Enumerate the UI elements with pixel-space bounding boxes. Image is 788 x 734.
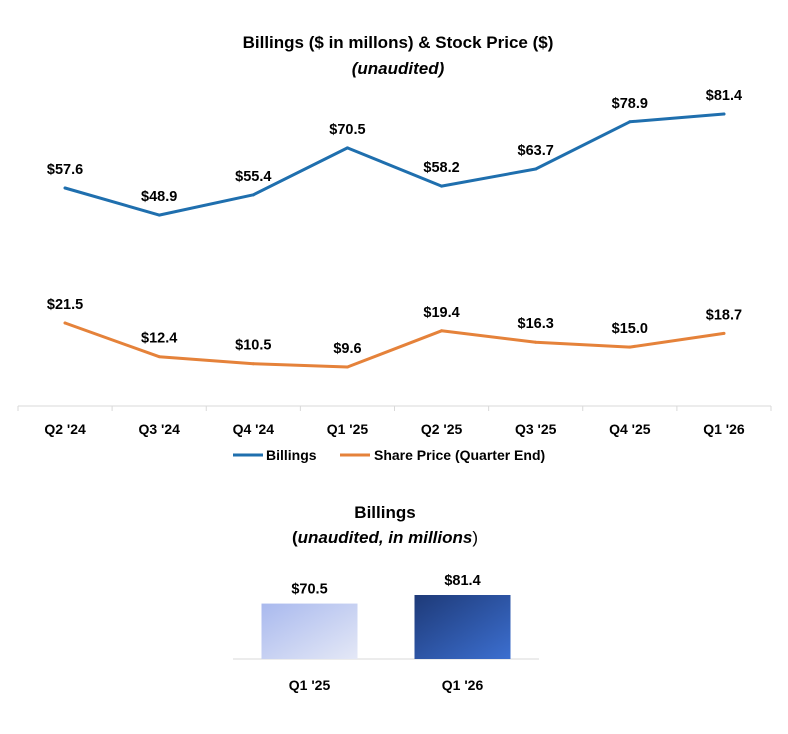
- data-point-share-price-quarter-end: [251, 362, 255, 366]
- data-point-share-price-quarter-end: [63, 321, 67, 325]
- bar-plot-area: $70.5 Q1 '25 $81.4 Q1 '26: [233, 573, 539, 693]
- bar-value-label-q1-26: $81.4: [444, 573, 480, 589]
- x-tick-label-q1-26: Q1 '26: [703, 421, 745, 437]
- data-point-billings: [722, 112, 726, 116]
- data-point-billings: [628, 120, 632, 124]
- data-label-share-price-quarter-end: $18.7: [706, 307, 742, 323]
- bar-chart-subtitle-body: unaudited, in millions: [298, 528, 473, 547]
- legend-share-price-label: Share Price (Quarter End): [374, 447, 545, 463]
- data-label-share-price-quarter-end: $21.5: [47, 297, 83, 313]
- data-label-billings: $70.5: [329, 122, 365, 138]
- series-line-billings: [63, 112, 726, 217]
- x-tick-label-q2-24: Q2 '24: [44, 421, 86, 437]
- data-point-share-price-quarter-end: [345, 365, 349, 369]
- data-point-billings: [63, 186, 67, 190]
- data-label-share-price-quarter-end: $15.0: [612, 321, 648, 337]
- data-label-billings: $81.4: [706, 88, 742, 104]
- x-tick-label-q2-25: Q2 '25: [421, 421, 463, 437]
- legend: Billings Share Price (Quarter End): [233, 447, 545, 463]
- bar-chart-subtitle-close: ): [472, 528, 478, 547]
- bar-q1-26: [414, 595, 511, 659]
- bar-x-tick-label-q1-25: Q1 '25: [289, 677, 331, 693]
- series-line-share-price-quarter-end: [63, 321, 726, 369]
- data-label-billings: $58.2: [423, 160, 459, 176]
- x-tick-label-q1-25: Q1 '25: [327, 421, 369, 437]
- bar-chart-subtitle-open: (: [292, 528, 298, 547]
- x-tick-label-q3-24: Q3 '24: [138, 421, 180, 437]
- data-point-billings: [440, 184, 444, 188]
- legend-billings-label: Billings: [266, 447, 317, 463]
- x-tick-label-q3-25: Q3 '25: [515, 421, 557, 437]
- bar-value-label-q1-25: $70.5: [291, 582, 327, 598]
- data-label-billings: $57.6: [47, 162, 83, 178]
- bar-chart-subtitle: (unaudited, in millions): [292, 528, 478, 547]
- data-point-share-price-quarter-end: [157, 355, 161, 359]
- data-label-billings: $48.9: [141, 189, 177, 205]
- data-label-share-price-quarter-end: $10.5: [235, 338, 271, 354]
- data-point-share-price-quarter-end: [440, 329, 444, 333]
- x-tick-label-q4-24: Q4 '24: [233, 421, 275, 437]
- data-label-billings: $63.7: [518, 143, 554, 159]
- data-point-billings: [534, 167, 538, 171]
- data-label-share-price-quarter-end: $12.4: [141, 331, 177, 347]
- data-point-share-price-quarter-end: [628, 345, 632, 349]
- bar-x-tick-label-q1-26: Q1 '26: [442, 677, 484, 693]
- data-point-billings: [345, 146, 349, 150]
- data-label-share-price-quarter-end: $9.6: [333, 341, 361, 357]
- bar-q1-25: [261, 603, 358, 659]
- line-chart-subtitle: (unaudited): [352, 59, 445, 78]
- line-plot-area: Q2 '24 Q3 '24 Q4 '24 Q1 '25 Q2 '25 Q3 '25 Q4 '…: [17, 88, 772, 437]
- data-point-billings: [157, 213, 161, 217]
- line-chart-title: Billings ($ in millons) & Stock Price ($…: [243, 33, 554, 52]
- data-point-share-price-quarter-end: [722, 331, 726, 335]
- data-point-share-price-quarter-end: [534, 340, 538, 344]
- data-label-share-price-quarter-end: $19.4: [423, 305, 459, 321]
- x-tick-label-q4-25: Q4 '25: [609, 421, 651, 437]
- data-label-share-price-quarter-end: $16.3: [518, 316, 554, 332]
- bar-chart-title: Billings: [354, 503, 415, 522]
- data-point-billings: [251, 193, 255, 197]
- data-label-billings: $78.9: [612, 96, 648, 112]
- data-label-billings: $55.4: [235, 169, 271, 185]
